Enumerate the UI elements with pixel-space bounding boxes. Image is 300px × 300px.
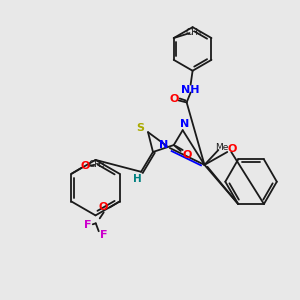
Text: O: O [81, 161, 90, 171]
Text: N: N [180, 119, 189, 129]
Text: NH: NH [182, 85, 200, 94]
Text: CH₃: CH₃ [89, 160, 106, 169]
Text: H: H [133, 174, 142, 184]
Text: F: F [100, 230, 107, 240]
Text: N: N [159, 140, 169, 150]
Text: O: O [169, 94, 178, 104]
Text: S: S [136, 123, 144, 133]
Text: F: F [84, 220, 92, 230]
Text: O: O [99, 202, 108, 212]
Text: Me: Me [214, 142, 228, 152]
Text: CH₃: CH₃ [185, 28, 202, 37]
Text: O: O [227, 144, 237, 154]
Text: O: O [183, 150, 192, 160]
